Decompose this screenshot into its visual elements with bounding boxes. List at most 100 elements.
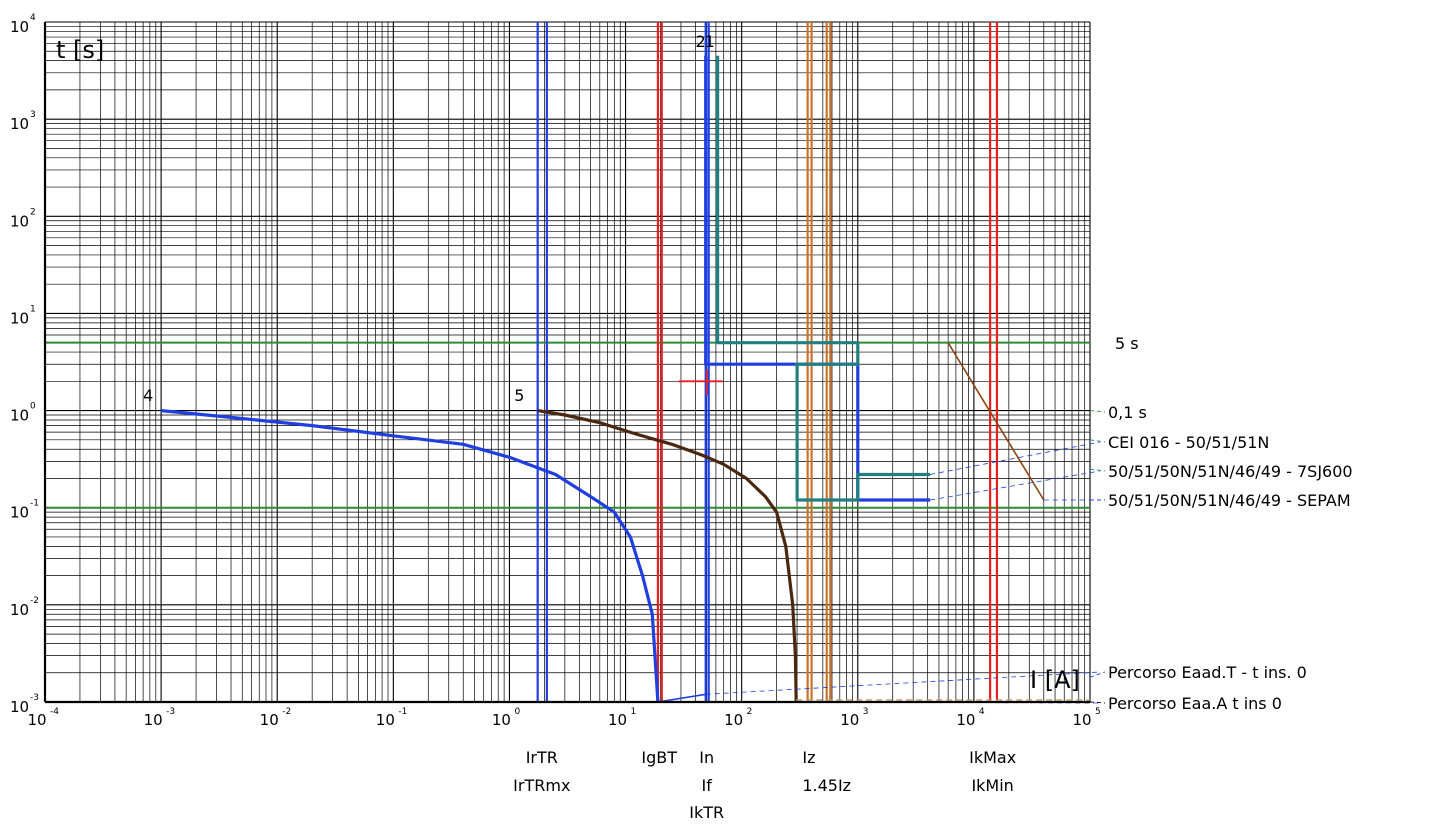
current-marker-label: IgBT	[641, 748, 677, 767]
legend-label: 50/51/50N/51N/46/49 - SEPAM	[1108, 491, 1351, 510]
x-tick-exponent: 3	[863, 707, 869, 717]
x-axis-title: I [A]	[1030, 666, 1080, 694]
legend-label: CEI 016 - 50/51/51N	[1108, 433, 1269, 452]
y-tick-base: 10	[10, 601, 29, 619]
y-tick-base: 10	[10, 115, 29, 133]
curve-label: 4	[143, 386, 153, 405]
current-marker-label: 1.45Iz	[802, 776, 851, 795]
y-tick-base: 10	[10, 407, 29, 425]
legend-entry: 50/51/50N/51N/46/49 - SEPAM	[1089, 491, 1351, 510]
x-tick-base: 10	[144, 711, 163, 729]
current-marker-label: IkMin	[971, 776, 1013, 795]
x-tick-label: 10 3	[840, 707, 868, 729]
x-tick-base: 10	[608, 711, 627, 729]
x-tick-base: 10	[27, 711, 46, 729]
series-line	[704, 55, 931, 502]
y-tick-exponent: -3	[30, 693, 39, 703]
y-tick-label: 10 2	[10, 207, 36, 230]
x-tick-exponent: 2	[747, 707, 753, 717]
legend-leader-extra	[705, 671, 1101, 695]
y-tick-label: 10 4	[10, 13, 36, 36]
y-tick-exponent: 3	[30, 110, 36, 120]
series-curves: 4 5 2 1	[143, 32, 1045, 703]
current-marker-label: Iz	[802, 748, 815, 767]
y-tick-base: 10	[10, 309, 29, 327]
legend-label: 5 s	[1115, 334, 1139, 353]
x-tick-base: 10	[260, 711, 279, 729]
legend-leader-extra	[930, 441, 1101, 475]
y-tick-label: 10 -3	[10, 693, 39, 716]
x-tick-exponent: 5	[1095, 707, 1101, 717]
x-tick-base: 10	[724, 711, 743, 729]
x-tick-label: 10 5	[1072, 707, 1100, 729]
y-tick-base: 10	[10, 698, 29, 716]
y-tick-exponent: 4	[30, 13, 36, 23]
y-tick-base: 10	[10, 504, 29, 522]
series-line	[537, 409, 798, 703]
axes: 10 -4 10 -3 10 -2 10 -1 10 0 10 1 10 2 10 3 10 4 10 510 -310…	[10, 13, 1101, 822]
legend-leader	[1089, 468, 1106, 472]
y-tick-label: 10 3	[10, 110, 36, 133]
x-tick-exponent: 4	[979, 707, 985, 717]
legend-entry: 5 s	[1115, 334, 1139, 353]
legend-label: 50/51/50N/51N/46/49 - 7SJ600	[1108, 462, 1353, 481]
curve-label: 2	[695, 32, 705, 51]
current-marker-label: IrTR	[526, 748, 558, 767]
x-tick-label: 10 1	[608, 707, 636, 729]
x-tick-label: 10 -4	[27, 707, 59, 729]
x-tick-exponent: 1	[631, 707, 637, 717]
x-tick-base: 10	[840, 711, 859, 729]
legend-entry: Percorso Eaa.A t ins 0	[1089, 694, 1282, 713]
legend-entry: Percorso Eaad.T - t ins. 0	[1089, 663, 1307, 682]
y-axis-title: t [s]	[56, 36, 104, 64]
x-tick-base: 10	[1072, 711, 1091, 729]
x-tick-exponent: 0	[514, 707, 520, 717]
y-tick-exponent: 2	[30, 207, 36, 217]
x-tick-label: 10 2	[724, 707, 752, 729]
marker-cross	[678, 369, 723, 396]
legend-label: Percorso Eaad.T - t ins. 0	[1108, 663, 1307, 682]
y-tick-exponent: -1	[30, 499, 39, 509]
x-tick-label: 10 0	[492, 707, 521, 729]
grid	[44, 21, 1091, 703]
x-tick-exponent: -4	[50, 707, 59, 717]
x-tick-base: 10	[492, 711, 511, 729]
series-line	[947, 342, 1045, 501]
legend-entry: CEI 016 - 50/51/51N	[1089, 433, 1269, 452]
y-tick-label: 10 1	[10, 304, 36, 327]
series-line	[715, 55, 931, 502]
legend-label: 0,1 s	[1108, 403, 1147, 422]
legend-leader	[1089, 439, 1106, 443]
current-marker-label: IkMax	[969, 748, 1016, 767]
legend-leader	[1089, 410, 1106, 413]
y-tick-label: 10 -1	[10, 499, 39, 522]
legend-leader-extra	[930, 470, 1101, 501]
y-tick-exponent: 0	[30, 402, 36, 412]
current-marker-label: IkTR	[689, 803, 724, 822]
x-tick-base: 10	[956, 711, 975, 729]
current-marker-label: In	[699, 748, 714, 767]
legend-leader	[1089, 701, 1106, 704]
legend-label: Percorso Eaa.A t ins 0	[1108, 694, 1282, 713]
y-tick-label: 10 0	[10, 402, 36, 425]
legend: 5 s 0,1 s CEI 016 - 50/51/51N 50/51/50N/51N…	[705, 334, 1353, 713]
y-tick-exponent: -2	[30, 596, 39, 606]
legend-entry: 0,1 s	[1089, 403, 1147, 422]
series-line	[657, 693, 706, 703]
x-tick-label: 10 4	[956, 707, 985, 729]
series-line	[160, 409, 660, 703]
x-tick-exponent: -2	[282, 707, 291, 717]
x-tick-label: 10 -1	[376, 707, 408, 729]
x-tick-base: 10	[376, 711, 395, 729]
legend-leader	[1089, 671, 1106, 678]
legend-entry: 50/51/50N/51N/46/49 - 7SJ600	[1089, 462, 1353, 481]
curve-label: 1	[705, 32, 715, 51]
current-marker-label: IrTRmx	[513, 776, 570, 795]
y-tick-base: 10	[10, 18, 29, 36]
x-tick-exponent: -3	[166, 707, 175, 717]
x-tick-label: 10 -2	[260, 707, 292, 729]
current-marker-label: If	[702, 776, 713, 795]
x-tick-exponent: -1	[398, 707, 407, 717]
x-tick-label: 10 -3	[144, 707, 176, 729]
